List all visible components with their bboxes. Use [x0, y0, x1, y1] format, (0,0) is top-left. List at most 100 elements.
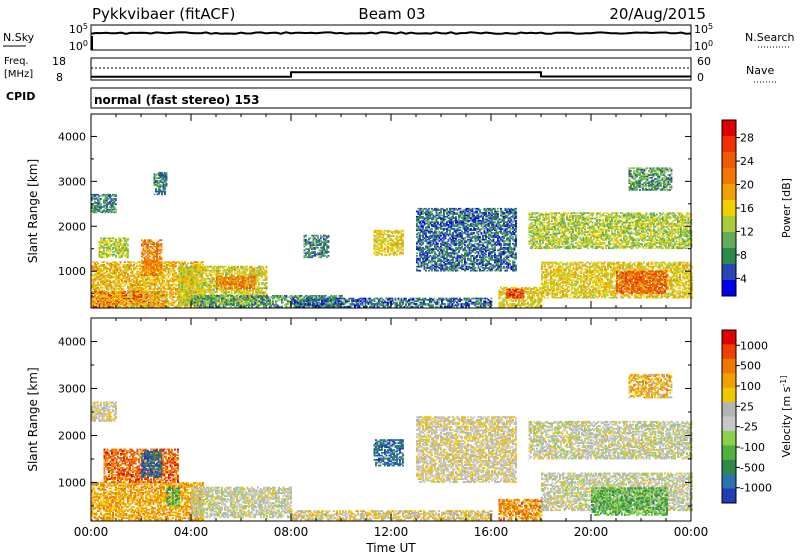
power-cell	[227, 297, 229, 300]
power-cell	[184, 261, 186, 263]
power-cell	[119, 296, 122, 298]
power-cell	[119, 270, 122, 273]
power-cell	[265, 269, 268, 272]
power-cell	[195, 271, 197, 273]
power-cell	[170, 262, 173, 265]
power-cell	[116, 280, 119, 282]
power-cell	[196, 294, 199, 296]
power-cell	[223, 295, 226, 298]
power-cell	[142, 284, 144, 286]
power-cell	[158, 292, 161, 294]
power-cell	[122, 249, 125, 252]
power-cell	[238, 291, 241, 294]
power-cell	[193, 277, 196, 280]
power-cell	[204, 271, 206, 273]
power-cell	[234, 265, 236, 268]
power-cell	[253, 269, 256, 272]
power-cell	[184, 274, 186, 277]
power-cell	[118, 297, 120, 300]
power-cell	[112, 293, 114, 296]
power-cell	[101, 246, 104, 249]
noise-right-label: N.Search	[745, 31, 795, 44]
power-cell	[124, 261, 126, 263]
power-cell	[204, 267, 206, 269]
power-cell	[197, 264, 200, 266]
power-cell	[91, 304, 93, 307]
power-cell	[258, 284, 260, 287]
power-cell	[178, 296, 181, 299]
power-cell	[95, 299, 98, 301]
power-cell	[110, 284, 113, 286]
power-cell	[237, 271, 239, 273]
power-cell	[106, 262, 108, 265]
power-cell	[109, 264, 111, 266]
power-cell	[219, 282, 221, 285]
power-cell	[119, 300, 122, 303]
power-cell	[97, 293, 99, 296]
power-cell	[187, 296, 190, 299]
power-cell	[222, 273, 224, 276]
power-cell	[100, 242, 102, 245]
power-cell	[207, 265, 209, 268]
power-cell	[116, 242, 119, 245]
power-cell	[139, 261, 141, 263]
power-cell	[187, 276, 190, 279]
power-cell	[195, 273, 197, 276]
power-cell	[118, 290, 120, 293]
power-cell	[130, 297, 132, 300]
power-cell	[110, 277, 113, 280]
power-cell	[130, 262, 132, 265]
power-cell	[92, 290, 95, 293]
power-cell	[148, 290, 150, 293]
power-cell	[139, 290, 141, 293]
power-cell	[166, 288, 168, 290]
power-cell	[155, 301, 158, 304]
power-cell	[536, 225, 538, 228]
power-cell	[543, 221, 546, 224]
power-cell	[156, 251, 158, 254]
power-cell	[142, 280, 144, 282]
power-cell	[190, 293, 192, 296]
power-cell	[196, 290, 199, 292]
power-cell	[181, 265, 184, 268]
power-cell	[163, 276, 165, 278]
power-cell	[219, 305, 222, 308]
power-cell	[178, 282, 181, 284]
power-cell	[125, 299, 128, 301]
power-cell	[148, 246, 151, 248]
power-cell	[188, 272, 191, 274]
power-cell	[103, 272, 105, 274]
power-cell	[100, 274, 102, 277]
power-cell	[97, 272, 99, 274]
power-cell	[113, 304, 116, 307]
power-cell	[196, 265, 199, 268]
power-cell	[149, 286, 152, 289]
power-cell	[262, 292, 265, 295]
freq-tick-top: 18	[52, 55, 66, 68]
power-cell	[103, 284, 105, 286]
power-cell	[184, 292, 187, 295]
power-cell	[158, 268, 161, 270]
power-cell	[183, 296, 185, 299]
power-cell	[100, 284, 102, 286]
power-cell	[157, 273, 159, 276]
power-cell	[148, 282, 150, 285]
power-cell	[156, 273, 158, 275]
power-cell	[193, 305, 195, 308]
power-cell	[173, 266, 176, 269]
power-cell	[121, 240, 123, 242]
power-cell	[240, 267, 242, 269]
power-cell	[151, 293, 153, 296]
power-cell	[122, 253, 125, 256]
power-cell	[249, 273, 251, 276]
power-cell	[402, 229, 404, 232]
power-cell	[112, 261, 114, 263]
power-cell	[181, 274, 183, 277]
power-cell	[181, 302, 184, 304]
power-cell	[220, 302, 223, 304]
power-cell	[110, 304, 113, 307]
power-cell	[199, 290, 202, 292]
power-cell	[124, 237, 126, 240]
power-cell	[157, 277, 159, 280]
power-cell	[229, 278, 232, 281]
